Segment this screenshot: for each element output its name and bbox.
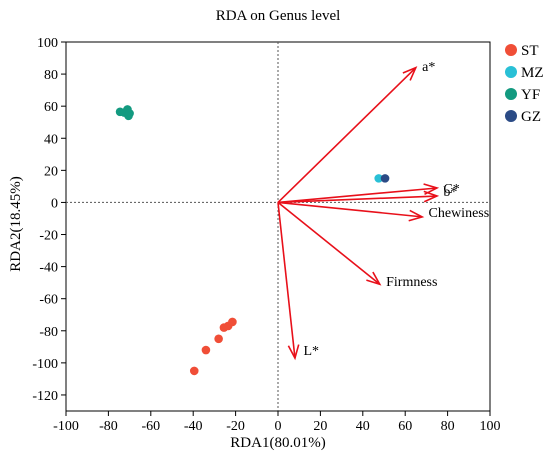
x-tick-label: 20 bbox=[313, 419, 327, 434]
y-tick-label: 80 bbox=[44, 68, 58, 83]
y-tick-label: -120 bbox=[32, 389, 58, 404]
arrow-line bbox=[277, 201, 381, 285]
arrow-head bbox=[408, 209, 425, 222]
legend-marker-gz bbox=[505, 110, 517, 122]
y-tick-label: 20 bbox=[44, 164, 58, 179]
data-point-mz bbox=[374, 174, 384, 183]
arrow-line bbox=[277, 67, 417, 204]
arrow-label: Chewiness bbox=[429, 206, 490, 221]
x-tick-label: -60 bbox=[141, 419, 160, 434]
y-tick-label: 100 bbox=[37, 36, 58, 51]
y-tick-label: -100 bbox=[32, 357, 58, 372]
legend: ST MZ YF GZ bbox=[505, 43, 544, 125]
data-point-st bbox=[189, 366, 199, 376]
arrow-line bbox=[277, 187, 438, 204]
x-tick-label: 0 bbox=[275, 419, 282, 434]
arrow-line bbox=[277, 195, 438, 204]
y-tick-label: 40 bbox=[44, 132, 58, 147]
arrow-head bbox=[423, 183, 440, 196]
arrow-head bbox=[287, 344, 300, 361]
legend-label-gz: GZ bbox=[521, 109, 541, 125]
x-axis-label: RDA1(80.01%) bbox=[230, 435, 325, 451]
data-point-yf bbox=[124, 111, 133, 121]
arrow-label: Firmness bbox=[386, 275, 437, 290]
data-point-st bbox=[228, 317, 237, 327]
y-tick-label: 0 bbox=[51, 196, 58, 211]
data-point-gz bbox=[380, 174, 390, 183]
y-tick-label: -20 bbox=[39, 229, 58, 244]
y-axis-label: RDA2(18.45%) bbox=[8, 176, 24, 271]
sample-points bbox=[115, 105, 390, 376]
chart-title: RDA on Genus level bbox=[216, 8, 341, 24]
arrow-head bbox=[402, 66, 418, 81]
y-tick-label: 60 bbox=[44, 100, 58, 115]
x-tick-label: -40 bbox=[184, 419, 203, 434]
x-tick-label: 80 bbox=[441, 419, 455, 434]
arrow-line bbox=[277, 201, 423, 218]
x-tick-label: -80 bbox=[99, 419, 118, 434]
arrow-label: L* bbox=[303, 344, 319, 359]
y-tick-label: -60 bbox=[39, 293, 58, 308]
arrow-line bbox=[277, 202, 296, 359]
legend-marker-mz bbox=[505, 66, 517, 78]
legend-marker-yf bbox=[505, 88, 517, 100]
x-tick-label: -100 bbox=[53, 419, 79, 434]
x-tick-label: 100 bbox=[480, 419, 501, 434]
legend-label-mz: MZ bbox=[521, 65, 544, 81]
y-tick-label: -40 bbox=[39, 261, 58, 276]
arrow-label: C* bbox=[443, 182, 459, 197]
legend-marker-st bbox=[505, 44, 517, 56]
x-tick-label: 60 bbox=[398, 419, 412, 434]
x-tick-label: -20 bbox=[226, 419, 245, 434]
data-point-st bbox=[201, 345, 211, 355]
reference-lines bbox=[66, 42, 490, 411]
arrow-label: a* bbox=[422, 60, 435, 75]
arrow-label: b* bbox=[443, 185, 457, 200]
data-point-st bbox=[214, 334, 223, 344]
arrow-head bbox=[423, 190, 440, 203]
arrow-head bbox=[366, 271, 382, 286]
axis-ticks: -100 -80 -60 -40 -20 0 20 40 60 80 100 -120 -100 -80 -… bbox=[32, 36, 500, 434]
x-tick-label: 40 bbox=[356, 419, 370, 434]
legend-label-st: ST bbox=[521, 43, 539, 59]
y-tick-label: -80 bbox=[39, 325, 58, 340]
variable-arrows: a* C*b* Chewiness Firmness L* bbox=[277, 60, 490, 361]
legend-label-yf: YF bbox=[521, 87, 540, 103]
